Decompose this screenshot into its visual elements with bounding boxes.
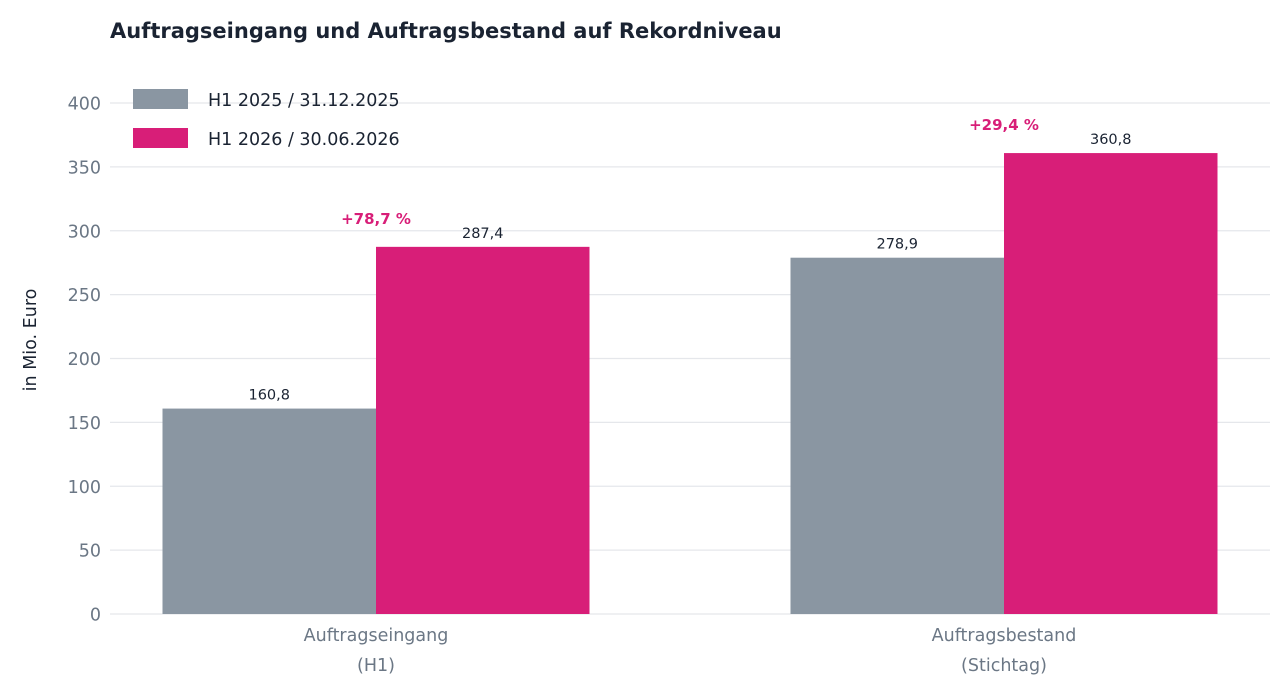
percent-change-annotation: +29,4 % [969, 116, 1039, 134]
y-tick-label: 0 [90, 606, 101, 626]
bar [790, 257, 1004, 614]
x-tick-label: (H1) [357, 656, 395, 676]
y-tick-label: 400 [68, 95, 101, 115]
data-labels: 160,8 287,4 278,9 360,8 +78,7 % +29,4 % [248, 116, 1131, 404]
y-tick-label: 100 [68, 478, 101, 498]
legend-label: H1 2026 / 30.06.2026 [208, 130, 400, 150]
percent-change-annotation: +78,7 % [341, 210, 411, 228]
legend: H1 2025 / 31.12.2025 H1 2026 / 30.06.2026 [133, 89, 400, 150]
y-tick-label: 300 [68, 222, 101, 242]
x-tick-label: (Stichtag) [961, 656, 1047, 676]
y-tick-label: 50 [79, 542, 101, 562]
bar [376, 246, 590, 614]
y-tick-label: 150 [68, 414, 101, 434]
bar-value-label: 360,8 [1090, 132, 1132, 148]
y-tick-label: 350 [68, 158, 101, 178]
x-tick-label: Auftragsbestand [932, 626, 1077, 646]
bar-value-label: 278,9 [876, 237, 918, 253]
legend-label: H1 2025 / 31.12.2025 [208, 91, 400, 111]
bar-value-label: 160,8 [248, 388, 290, 404]
legend-swatch [133, 128, 188, 148]
x-axis-ticks: Auftragseingang (H1) Auftragsbestand (Stich… [304, 626, 1077, 676]
bar [162, 408, 376, 614]
y-axis-ticks: 0 50 100 150 200 250 300 350 400 [68, 95, 101, 626]
bars [162, 153, 1218, 614]
legend-swatch [133, 89, 188, 109]
y-tick-label: 200 [68, 350, 101, 370]
y-axis-label: in Mio. Euro [21, 289, 41, 392]
bar-value-label: 287,4 [462, 226, 504, 242]
y-tick-label: 250 [68, 286, 101, 306]
chart-title: Auftragseingang und Auftragsbestand auf … [110, 19, 782, 43]
bar [1004, 153, 1218, 614]
x-tick-label: Auftragseingang [304, 626, 449, 646]
